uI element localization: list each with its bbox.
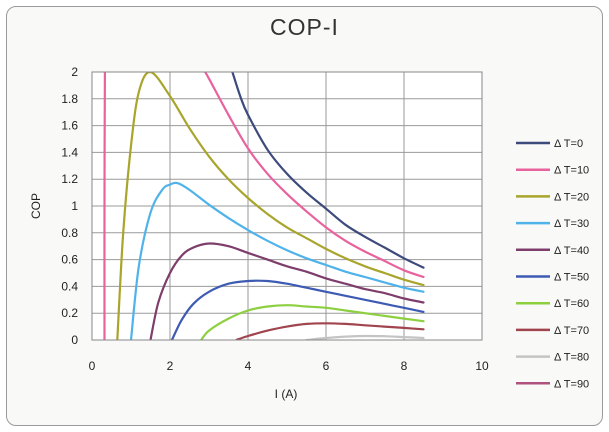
y-axis-title: COP bbox=[29, 193, 43, 219]
y-tick-labels: 0 0.2 0.4 0.6 0.8 1 1.2 1.4 1.6 1.8 2 bbox=[61, 65, 78, 347]
y-tick-label: 1.8 bbox=[61, 92, 78, 106]
legend-label-t-30: Δ T=30 bbox=[554, 218, 589, 230]
x-tick-label: 6 bbox=[323, 359, 330, 373]
y-tick-label: 0.8 bbox=[61, 226, 78, 240]
series-line-t-30 bbox=[129, 181, 425, 340]
x-tick-label: 10 bbox=[475, 359, 489, 373]
series-line-t-50 bbox=[170, 279, 425, 340]
plot-border bbox=[91, 71, 483, 341]
legend-label-t-0: Δ T=0 bbox=[554, 138, 583, 150]
y-tick-label: 1.2 bbox=[61, 172, 78, 186]
y-tick-label: 0 bbox=[71, 333, 78, 347]
legend-label-t-50: Δ T=50 bbox=[554, 272, 589, 284]
y-tick-label: 1.6 bbox=[61, 119, 78, 133]
y-tick-label: 2 bbox=[71, 65, 78, 79]
series-line-t-60 bbox=[200, 304, 425, 340]
series-line-t-0 bbox=[231, 72, 425, 269]
legend-label-t-60: Δ T=60 bbox=[554, 298, 589, 310]
y-tick-label: 1.4 bbox=[61, 145, 78, 159]
legend-label-t-90: Δ T=90 bbox=[554, 378, 589, 390]
x-tick-label: 8 bbox=[401, 359, 408, 373]
x-tick-label: 2 bbox=[167, 359, 174, 373]
y-tick-label: 0.2 bbox=[61, 306, 78, 320]
x-tick-label: 0 bbox=[89, 359, 96, 373]
legend-label-t-40: Δ T=40 bbox=[554, 245, 589, 257]
grid-lines bbox=[92, 72, 482, 340]
legend-label-t-10: Δ T=10 bbox=[554, 165, 589, 177]
legend-label-t-80: Δ T=80 bbox=[554, 352, 589, 364]
chart-title: COP-I bbox=[270, 14, 339, 40]
series-line-t-20 bbox=[116, 72, 425, 340]
y-tick-label: 1 bbox=[71, 199, 78, 213]
legend-label-t-70: Δ T=70 bbox=[554, 325, 589, 337]
series-line-t-70 bbox=[235, 322, 425, 340]
x-tick-labels: 0 2 4 6 8 10 bbox=[89, 359, 489, 373]
legend-label-t-20: Δ T=20 bbox=[554, 191, 589, 203]
series-line-t-80 bbox=[305, 334, 425, 340]
y-tick-label: 0.6 bbox=[61, 253, 78, 267]
y-tick-label: 0.4 bbox=[61, 279, 78, 293]
series-line-t-40 bbox=[149, 242, 425, 340]
x-axis-title: I (A) bbox=[275, 387, 298, 401]
x-tick-label: 4 bbox=[245, 359, 252, 373]
series-line-t-10 bbox=[204, 72, 425, 279]
legend: Δ T=0 Δ T=10 Δ T=20 Δ T=30 Δ T=40 Δ T=50 Δ T=6… bbox=[516, 138, 589, 390]
series-lines bbox=[103, 72, 425, 340]
